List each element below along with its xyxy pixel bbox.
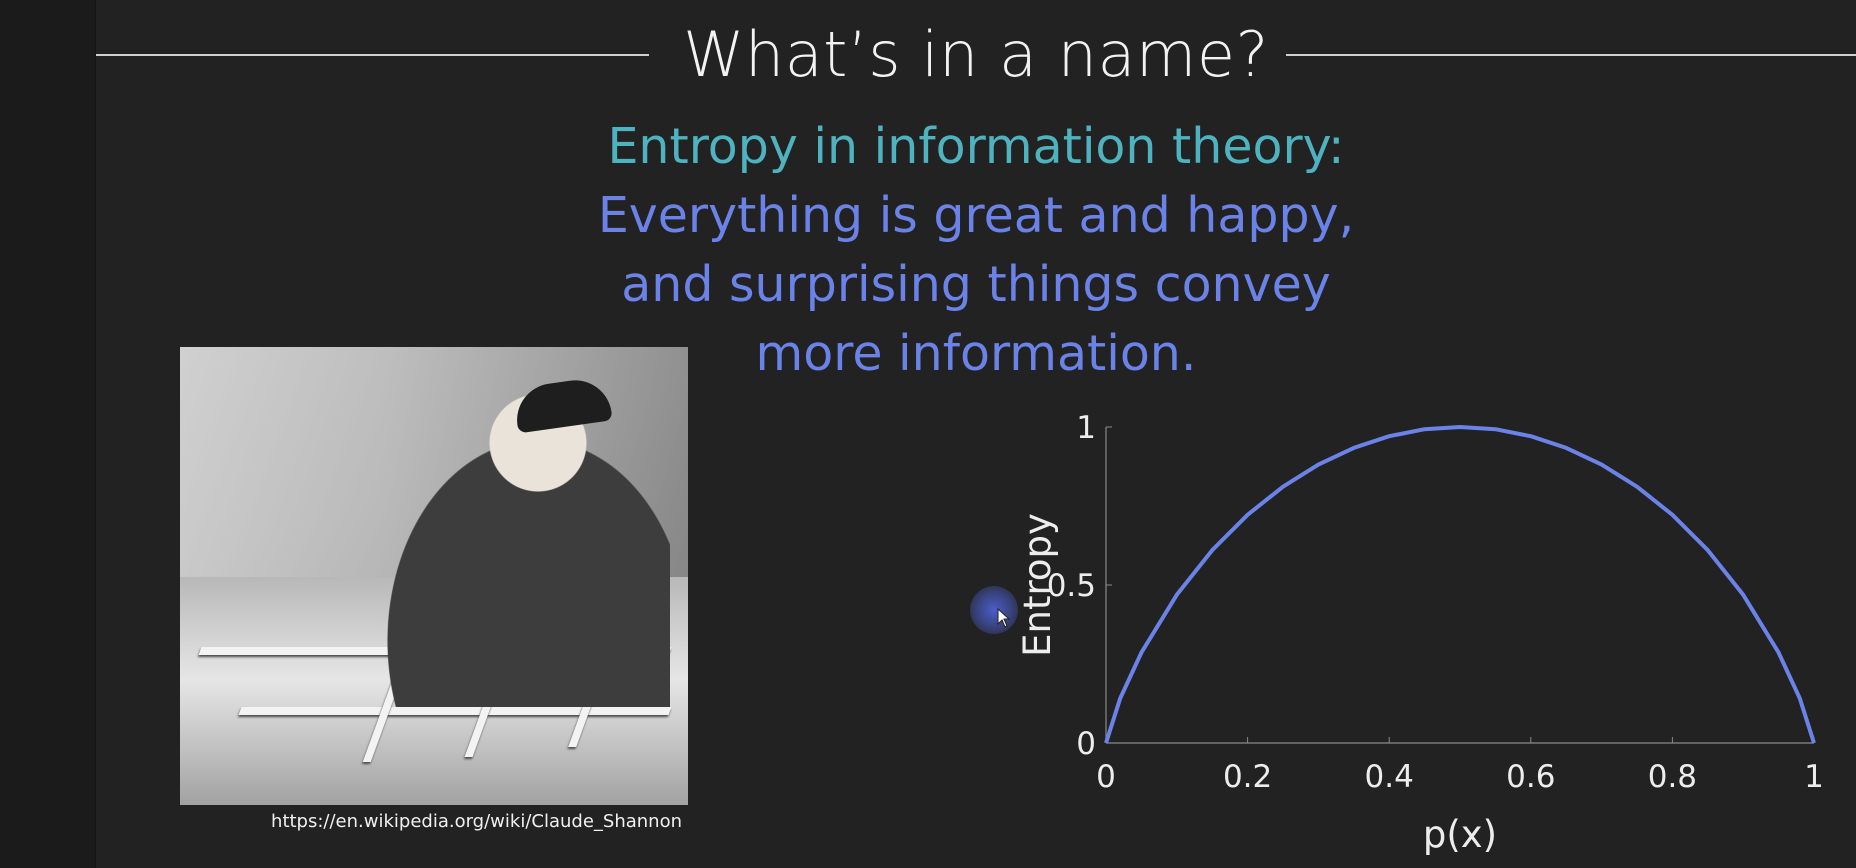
y-tick-label: 0 (1076, 726, 1096, 762)
left-sidebar-strip (0, 0, 96, 868)
subtitle-line-1: Entropy in information theory: (607, 118, 1345, 175)
chart-curve-layer (1104, 425, 1816, 744)
entropy-curve (1104, 425, 1816, 744)
x-axis-label: p(x) (1423, 813, 1497, 856)
x-tick-label: 0.8 (1648, 759, 1697, 795)
entropy-chart-svg: 0 0.2 0.4 0.6 0.8 1 0 0.5 1 p(x) Entropy (1016, 410, 1824, 856)
x-tick-label: 1 (1804, 759, 1824, 795)
y-tick-label: 0.5 (1047, 568, 1096, 604)
chart-labels: 0 0.2 0.4 0.6 0.8 1 0 0.5 1 p(x) Entropy (1016, 410, 1824, 856)
title-rule-right (1286, 54, 1856, 56)
photo-person (340, 377, 670, 707)
x-tick-label: 0 (1096, 759, 1116, 795)
claude-shannon-photo (180, 347, 688, 805)
x-tick-label: 0.4 (1365, 759, 1414, 795)
slide: What’s in a name? Entropy in information… (96, 0, 1856, 868)
x-tick-label: 0.6 (1506, 759, 1555, 795)
subtitle-line-4: more information. (755, 325, 1197, 382)
title-rule-left (96, 54, 649, 56)
subtitle-line-3: and surprising things convey (621, 256, 1331, 313)
entropy-chart: 0 0.2 0.4 0.6 0.8 1 0 0.5 1 p(x) Entropy (956, 395, 1856, 868)
slide-subtitle: Entropy in information theory: Everythin… (96, 112, 1856, 388)
y-axis-label: Entropy (1016, 513, 1059, 657)
maze-wall (238, 707, 672, 715)
slide-title: What’s in a name? (683, 18, 1269, 91)
photo-source-link[interactable]: https://en.wikipedia.org/wiki/Claude_Sha… (271, 811, 682, 832)
y-tick-label: 1 (1076, 410, 1096, 446)
x-tick-label: 0.2 (1223, 759, 1272, 795)
chart-axes (1105, 426, 1815, 744)
mouse-pointer-icon (997, 608, 1011, 628)
subtitle-line-2: Everything is great and happy, (597, 187, 1355, 244)
cursor-highlight (970, 586, 1018, 634)
